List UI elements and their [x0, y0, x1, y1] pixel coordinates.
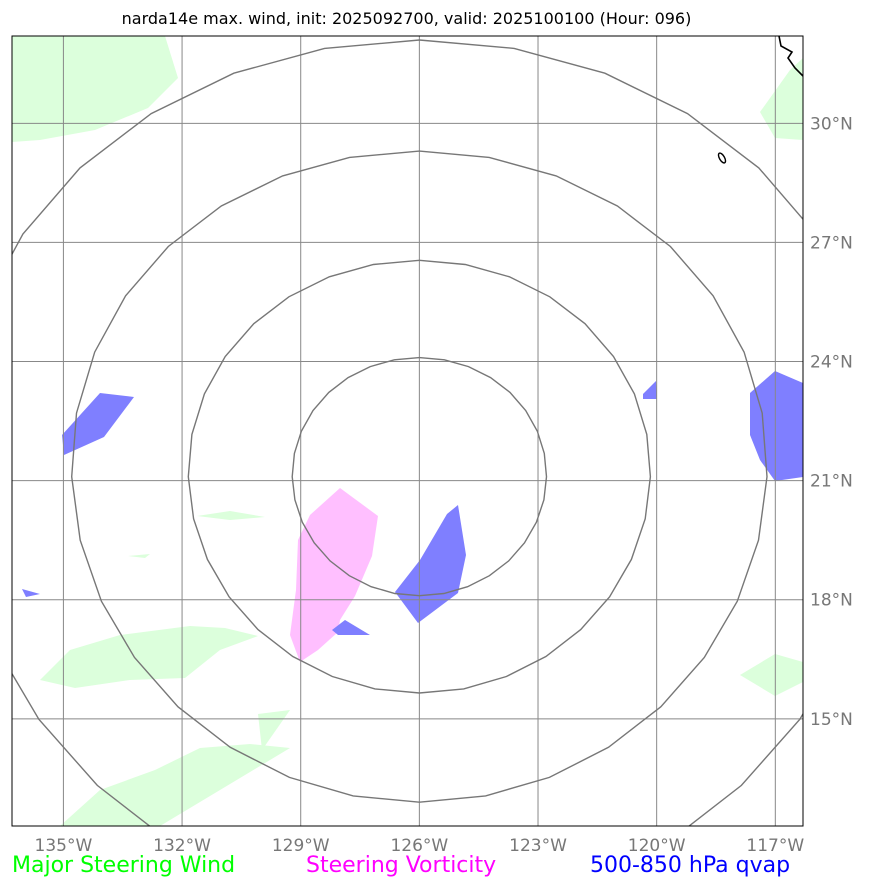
steering-wind-area: [40, 626, 258, 688]
qvap-area: [643, 381, 657, 399]
range-rings: [12, 39, 803, 826]
steering-wind-area: [740, 654, 803, 696]
latitude-labels: 30°N 27°N 24°N 21°N 18°N 15°N: [810, 114, 853, 729]
steering-wind-area: [258, 710, 290, 750]
legend-major-steering-wind: Major Steering Wind: [12, 853, 236, 878]
lon-tick-label: 129°W: [272, 836, 330, 856]
steering-wind-area: [128, 554, 150, 558]
lat-tick-label: 15°N: [810, 710, 853, 730]
lon-tick-label: 126°W: [390, 836, 448, 856]
island-outline: [717, 152, 727, 164]
map-title: narda14e max. wind, init: 2025092700, va…: [121, 9, 692, 28]
lat-tick-label: 27°N: [810, 233, 853, 253]
steering-wind-area: [197, 511, 265, 520]
lat-tick-label: 18°N: [810, 591, 853, 611]
steering-vorticity-area: [290, 488, 378, 662]
range-ring: [291, 356, 548, 597]
legend-qvap: 500-850 hPa qvap: [590, 853, 791, 878]
range-ring: [187, 259, 652, 694]
steering-wind-area: [60, 744, 290, 826]
longitude-labels: 135°W 132°W 129°W 126°W 123°W 120°W 117°W: [35, 836, 805, 856]
lon-tick-label: 120°W: [628, 836, 686, 856]
coastline: [717, 36, 803, 164]
lat-tick-label: 24°N: [810, 353, 853, 373]
qvap-area: [750, 371, 803, 481]
steering-wind-area: [12, 36, 178, 142]
lon-tick-label: 117°W: [746, 836, 804, 856]
legend-steering-vorticity: Steering Vorticity: [306, 853, 497, 878]
graticule: [12, 36, 803, 826]
qvap-area: [332, 620, 370, 635]
lon-tick-label: 132°W: [153, 836, 211, 856]
coastline-segment: [778, 36, 803, 77]
lon-tick-label: 135°W: [35, 836, 93, 856]
qvap-area: [62, 393, 134, 455]
qvap-area: [22, 589, 40, 597]
qvap-area: [395, 505, 466, 623]
lon-tick-label: 123°W: [509, 836, 567, 856]
lat-tick-label: 30°N: [810, 114, 853, 134]
steering-wind-area: [760, 58, 803, 140]
range-ring: [70, 150, 768, 803]
lat-tick-label: 21°N: [810, 472, 853, 492]
map-fills: [12, 36, 803, 826]
